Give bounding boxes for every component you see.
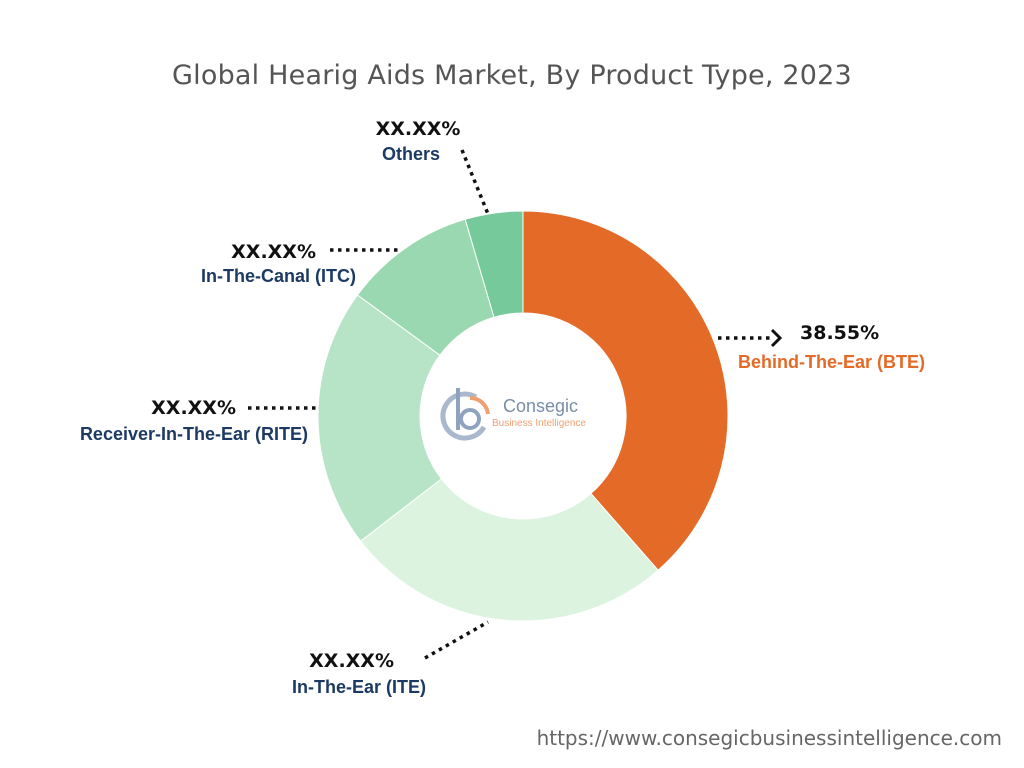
pct-label-itc: XX.XX% xyxy=(231,241,316,263)
category-label-others: Others xyxy=(382,144,440,164)
category-label-rite: Receiver-In-The-Ear (RITE) xyxy=(80,424,308,444)
slice-ite xyxy=(359,478,659,622)
slice-rite xyxy=(317,294,443,542)
slice-others xyxy=(464,210,524,318)
logo-mark-icon xyxy=(440,388,490,441)
pct-label-rite: XX.XX% xyxy=(151,397,236,419)
pct-label-bte: 38.55% xyxy=(800,322,879,344)
source-url[interactable]: https://www.consegicbusinessintelligence… xyxy=(536,726,1002,750)
logo-name: Consegic xyxy=(503,396,578,416)
pct-label-ite: XX.XX% xyxy=(309,650,394,672)
category-label-itc: In-The-Canal (ITC) xyxy=(201,266,356,286)
logo-tagline: Business Intelligence xyxy=(492,418,586,429)
pct-label-others: XX.XX% xyxy=(376,118,461,140)
category-label-bte: Behind-The-Ear (BTE) xyxy=(738,352,925,372)
leader-line-ite xyxy=(424,620,489,660)
brand-logo: Consegic Business Intelligence xyxy=(440,388,586,441)
slice-bte xyxy=(522,210,729,571)
leader-line-others xyxy=(460,149,490,215)
chart-title: Global Hearig Aids Market, By Product Ty… xyxy=(172,60,852,91)
leader-lines xyxy=(248,149,783,660)
category-label-ite: In-The-Ear (ITE) xyxy=(292,677,426,697)
leader-arrow-bte xyxy=(770,328,783,348)
slices-group xyxy=(317,210,729,622)
slice-labels: 38.55% Behind-The-Ear (BTE) XX.XX% In-Th… xyxy=(80,118,925,697)
